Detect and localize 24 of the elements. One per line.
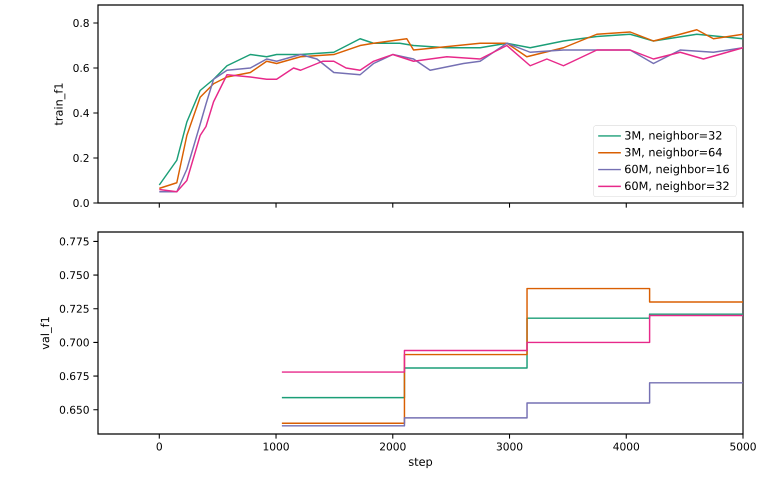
y-axis-title: val_f1 bbox=[40, 317, 52, 350]
legend-label: 60M, neighbor=32 bbox=[625, 181, 729, 192]
y-tick-label: 0.0 bbox=[73, 198, 89, 208]
y-tick-label: 0.2 bbox=[73, 154, 88, 162]
x-tick-label: 0 bbox=[156, 442, 162, 450]
y-tick-label: 0.725 bbox=[60, 304, 89, 313]
legend-label: 60M, neighbor=16 bbox=[625, 164, 729, 176]
y-tick-label: 0.775 bbox=[60, 237, 89, 246]
y-tick-label: 0.4 bbox=[73, 108, 89, 118]
y-axis-title: train_f1 bbox=[54, 83, 66, 126]
x-tick-label: 3000 bbox=[496, 442, 522, 450]
x-tick-label: 2000 bbox=[380, 442, 406, 450]
y-tick-label: 0.650 bbox=[60, 406, 89, 414]
y-tick-label: 0.8 bbox=[73, 18, 89, 28]
x-tick-label: 5000 bbox=[730, 442, 756, 450]
x-tick-label: 1000 bbox=[264, 442, 289, 450]
legend-label: 3M, neighbor=32 bbox=[625, 130, 722, 142]
y-tick-label: 0.750 bbox=[60, 271, 89, 280]
x-tick-label: 4000 bbox=[613, 442, 640, 450]
y-tick-label: 0.675 bbox=[60, 372, 89, 380]
y-tick-label: 0.6 bbox=[73, 64, 89, 72]
legend-label: 3M, neighbor=64 bbox=[625, 148, 722, 159]
y-tick-label: 0.700 bbox=[60, 338, 89, 346]
x-axis-title: step bbox=[408, 458, 432, 468]
